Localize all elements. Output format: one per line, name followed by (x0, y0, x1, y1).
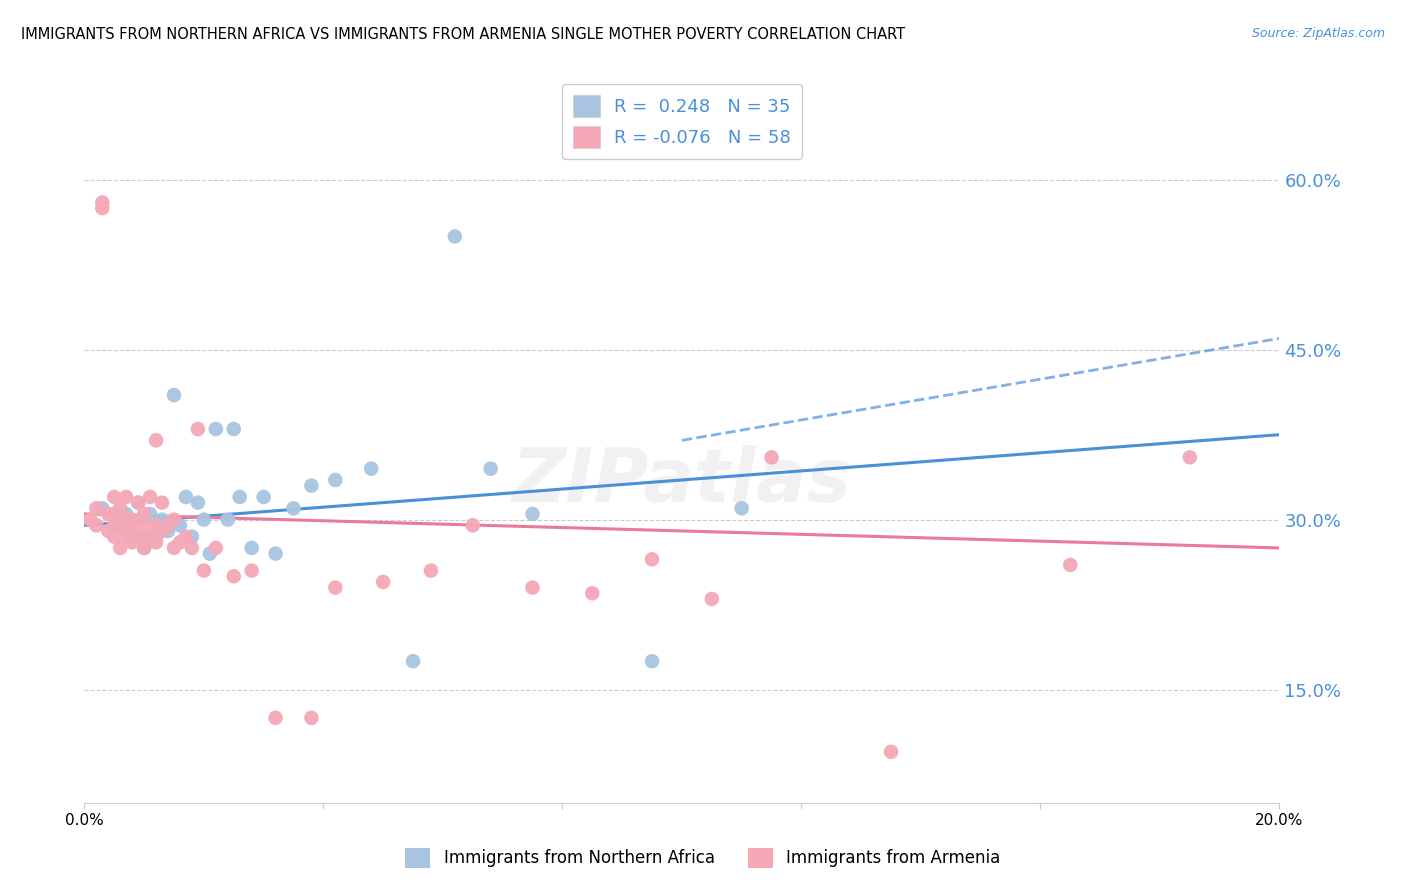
Point (145, 530, 167, 544)
Point (174, 530, 197, 544)
Point (360, 461, 382, 475)
Point (79, 513, 101, 527)
Point (150, 495, 173, 509)
Point (264, 547, 287, 561)
Point (103, 518, 125, 533)
Point (115, 513, 138, 527)
Point (121, 535, 143, 549)
Point (91, 501, 114, 516)
Legend: R =  0.248   N = 35, R = -0.076   N = 58: R = 0.248 N = 35, R = -0.076 N = 58 (562, 84, 801, 159)
Point (461, 518, 484, 533)
Point (522, 581, 544, 595)
Point (103, 518, 125, 533)
Point (700, 591, 723, 606)
Point (181, 530, 204, 544)
Point (145, 518, 167, 533)
Point (139, 530, 162, 544)
Point (581, 586, 603, 600)
Point (110, 541, 132, 555)
Point (139, 507, 162, 521)
Point (115, 524, 138, 538)
Point (139, 490, 162, 504)
Point (181, 541, 204, 555)
Point (121, 513, 143, 527)
Point (169, 535, 191, 549)
Point (157, 518, 180, 533)
Point (127, 495, 149, 509)
Point (761, 450, 783, 465)
Point (228, 490, 252, 504)
Point (163, 388, 186, 402)
Point (325, 473, 347, 487)
Point (132, 541, 156, 555)
Point (205, 422, 228, 436)
Point (1059, 558, 1081, 572)
Point (880, 745, 903, 759)
Point (444, 229, 467, 244)
Point (103, 530, 125, 544)
Point (187, 495, 209, 509)
Point (115, 530, 138, 544)
Point (222, 422, 245, 436)
Point (301, 711, 323, 725)
Point (402, 654, 425, 668)
Point (157, 524, 180, 538)
Point (132, 507, 156, 521)
Point (522, 507, 544, 521)
Text: Source: ZipAtlas.com: Source: ZipAtlas.com (1251, 27, 1385, 40)
Point (1178, 450, 1201, 465)
Point (163, 541, 186, 555)
Point (163, 513, 186, 527)
Point (174, 490, 197, 504)
Point (253, 490, 276, 504)
Point (240, 564, 263, 578)
Point (110, 518, 132, 533)
Point (283, 501, 305, 516)
Text: ZIPatlas: ZIPatlas (512, 445, 852, 518)
Point (193, 513, 215, 527)
Point (325, 581, 347, 595)
Point (205, 541, 228, 555)
Point (86, 501, 108, 516)
Point (110, 501, 132, 516)
Point (145, 434, 167, 448)
Point (150, 513, 173, 527)
Point (641, 552, 664, 566)
Point (115, 490, 138, 504)
Point (169, 518, 191, 533)
Point (373, 574, 395, 589)
Point (121, 518, 143, 533)
Point (641, 654, 664, 668)
Point (91, 201, 114, 215)
Point (132, 541, 156, 555)
Point (97, 507, 120, 521)
Point (198, 547, 221, 561)
Point (145, 535, 167, 549)
Point (132, 518, 156, 533)
Point (420, 564, 443, 578)
Point (150, 524, 173, 538)
Point (103, 507, 125, 521)
Point (103, 490, 125, 504)
Point (193, 564, 215, 578)
Point (127, 495, 149, 509)
Point (132, 530, 156, 544)
Point (121, 530, 143, 544)
Point (86, 518, 108, 533)
Point (217, 513, 239, 527)
Point (91, 195, 114, 210)
Point (97, 524, 120, 538)
Legend: Immigrants from Northern Africa, Immigrants from Armenia: Immigrants from Northern Africa, Immigra… (399, 841, 1007, 875)
Point (127, 530, 149, 544)
Point (731, 501, 754, 516)
Point (301, 478, 323, 492)
Point (479, 461, 502, 475)
Point (115, 507, 138, 521)
Point (264, 711, 287, 725)
Point (222, 569, 245, 583)
Text: IMMIGRANTS FROM NORTHERN AFRICA VS IMMIGRANTS FROM ARMENIA SINGLE MOTHER POVERTY: IMMIGRANTS FROM NORTHERN AFRICA VS IMMIG… (21, 27, 905, 42)
Point (187, 422, 209, 436)
Point (240, 541, 263, 555)
